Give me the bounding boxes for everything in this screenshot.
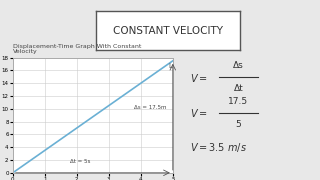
Text: Δt: Δt — [234, 84, 243, 93]
Text: Δs = 17.5m: Δs = 17.5m — [134, 105, 167, 110]
Text: CONSTANT VELOCITY: CONSTANT VELOCITY — [113, 26, 223, 36]
Text: Δs: Δs — [233, 61, 244, 70]
Text: 17.5: 17.5 — [228, 97, 248, 106]
Text: Δt = 5s: Δt = 5s — [70, 159, 91, 164]
Text: L: L — [168, 63, 172, 69]
Text: $V=$: $V=$ — [190, 107, 208, 119]
Text: 5: 5 — [236, 120, 241, 129]
Text: Displacement-Time Graph With Constant
Velocity: Displacement-Time Graph With Constant Ve… — [13, 44, 141, 54]
Text: $V=$: $V=$ — [190, 72, 208, 84]
Text: $V = 3.5\ m/s$: $V = 3.5\ m/s$ — [190, 141, 247, 154]
